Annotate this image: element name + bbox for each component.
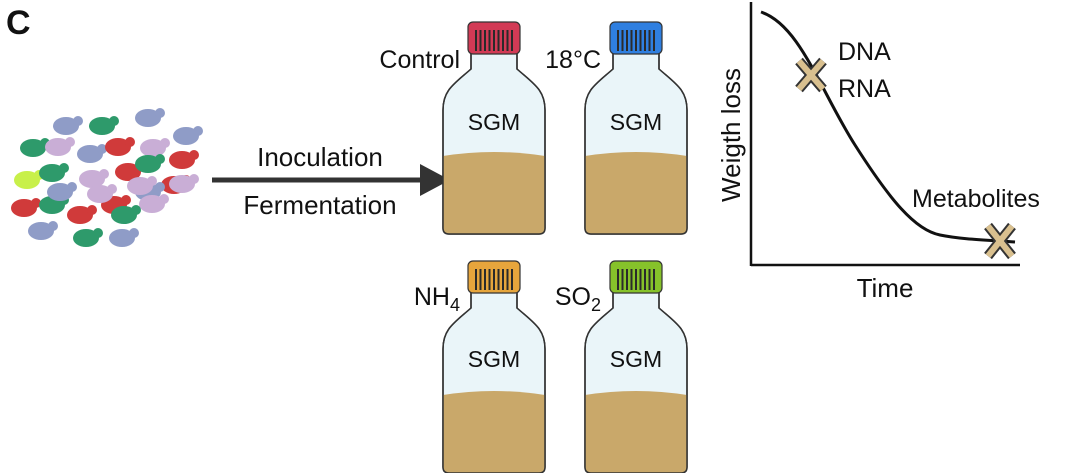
so2-main: SO [555,283,591,311]
bottle-liquid [585,391,687,473]
yeast-cell [28,221,58,240]
yeast-cell [111,205,141,224]
bottle-18c [584,21,688,235]
yeast-cell [87,184,117,203]
weight-loss-curve [760,10,1016,244]
yeast-cell [169,150,199,169]
arrow-label-fermentation: Fermentation [243,190,396,220]
bottle-control [442,21,546,235]
bottle-condition-18c: 18°C [545,46,601,74]
yeast-cell [139,194,169,213]
yeast-cell [127,176,157,195]
yeast-cell [109,228,139,247]
yeast-cell [39,163,69,182]
bottle-medium-label: SGM [610,346,662,372]
yeast-cell [11,198,41,217]
bottle-condition-control: Control [379,46,460,74]
panel-label: C [6,4,31,42]
arrow-label-inoculation: Inoculation [257,142,383,172]
weight-loss-graph [749,2,1020,267]
bottle-group [442,21,688,473]
yeast-cell [77,144,107,163]
bottle-condition-nh4: NH4 [414,283,460,315]
yeast-cell [135,154,165,173]
bottle-medium-label: SGM [468,109,520,135]
bottle-condition-so2: SO2 [555,283,601,315]
nh4-main: NH [414,283,450,311]
inoculation-arrow [212,164,450,196]
yeast-cell [105,137,135,156]
arrowhead-icon [420,164,450,196]
yeast-cell [135,108,165,127]
sample-marker-metabolites [984,222,1016,260]
nh4-subscript: 4 [450,295,460,315]
so2-subscript: 2 [591,295,601,315]
yeast-cell [89,116,119,135]
marker-label-metabolites: Metabolites [912,185,1040,213]
bottle-liquid [585,152,687,234]
yeast-cell [73,228,103,247]
yeast-cell [140,138,170,157]
bottle-so2 [584,260,688,473]
graph-x-axis-label: Time [857,273,914,303]
yeast-cell [53,116,83,135]
graph-y-axis-label: Weigth loss [716,68,746,202]
yeast-cell [79,169,109,188]
yeast-cell [45,137,75,156]
bottle-liquid [443,391,545,473]
bottle-medium-label: SGM [468,346,520,372]
marker-label-rna: RNA [838,75,891,103]
yeast-cell [173,126,203,145]
yeast-cell-cluster [11,108,203,247]
sample-marker-dna-rna [795,57,827,93]
bottle-nh4 [442,260,546,473]
bottle-liquid [443,152,545,234]
yeast-cell [47,182,77,201]
yeast-cell [169,174,199,193]
yeast-cell [67,205,97,224]
marker-label-dna: DNA [838,38,891,66]
bottle-medium-label: SGM [610,109,662,135]
